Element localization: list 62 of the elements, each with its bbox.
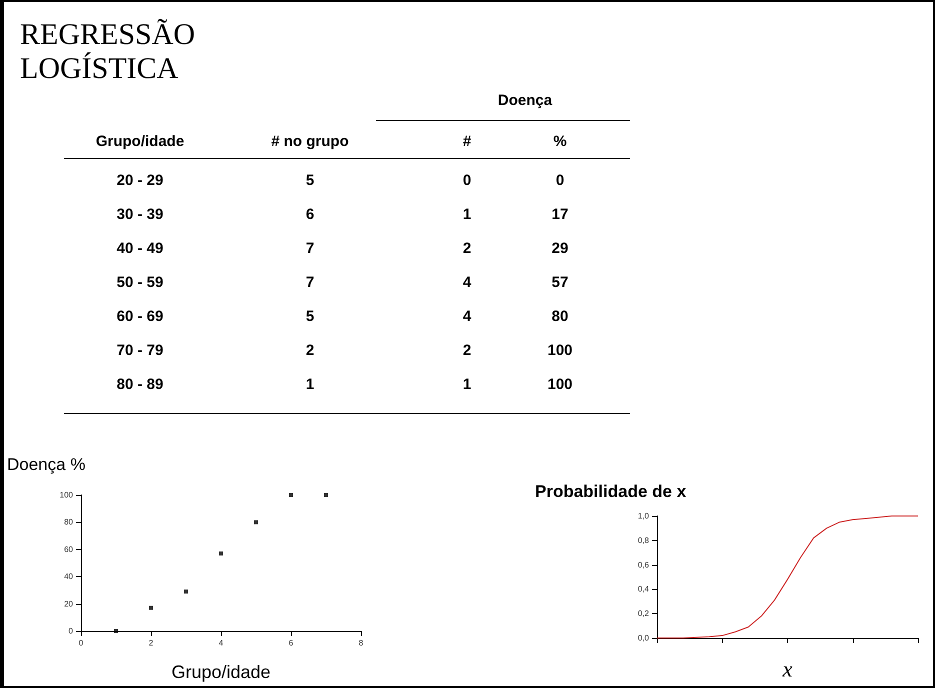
y-tick-label: 0,4	[638, 584, 650, 594]
y-tick-label: 100	[60, 490, 74, 500]
y-tick-label: 0,8	[638, 536, 650, 545]
text: #	[462, 133, 472, 150]
y-tick-label: 0,0	[638, 634, 650, 642]
text: 1	[306, 376, 314, 393]
point	[149, 606, 153, 610]
y-tick-label: 40	[64, 572, 74, 582]
y-tick-label: 0	[68, 626, 74, 636]
x-tick-label: 6	[288, 638, 294, 648]
text: 80	[552, 308, 568, 325]
text: 29	[552, 240, 568, 257]
x-tick-label: 0	[78, 638, 84, 648]
text: 4	[462, 308, 472, 325]
y-tick-label: 1,0	[638, 512, 650, 520]
text: 20 - 29	[116, 172, 164, 189]
text: 7	[306, 240, 314, 257]
text: 0	[556, 172, 564, 189]
text: 80 - 89	[116, 376, 164, 393]
point	[114, 629, 118, 633]
text: 2	[306, 342, 314, 359]
text: 6	[306, 206, 314, 223]
text: 7	[306, 274, 314, 291]
point	[324, 493, 328, 497]
text: Doença	[498, 92, 552, 109]
text: 2	[462, 342, 472, 359]
text: 1	[462, 206, 472, 223]
y-tick-label: 60	[64, 544, 74, 554]
text: 17	[552, 206, 568, 223]
text: 60 - 69	[116, 308, 164, 325]
text: 5	[306, 172, 314, 189]
text: %	[553, 133, 567, 150]
point	[184, 590, 188, 594]
text: # no grupo	[271, 133, 349, 150]
text: 100	[547, 342, 573, 359]
text: 5	[306, 308, 314, 325]
text: Grupo/idade	[96, 133, 184, 150]
x-tick-label: 2	[148, 638, 154, 648]
text: 70 - 79	[116, 342, 164, 359]
point	[219, 551, 223, 556]
text: REGRESSÃO LOGÍSTICA	[20, 18, 196, 86]
text: 40 - 49	[116, 240, 164, 257]
text: 50 - 59	[116, 274, 164, 291]
y-axis-title: Doença %	[7, 455, 86, 474]
text: 1	[462, 376, 472, 393]
x-axis-title: Grupo/idade	[171, 662, 271, 682]
point	[254, 520, 258, 524]
x-tick-label: 8	[358, 638, 364, 648]
y-tick-label: 20	[64, 599, 74, 608]
text: 4	[462, 274, 472, 291]
point	[289, 493, 293, 497]
y-tick-label: 80	[64, 518, 74, 527]
y-tick-label: 0,2	[638, 609, 650, 618]
text: 100	[547, 376, 573, 393]
x-axis-title: x	[782, 656, 793, 682]
x-tick-label: 4	[218, 638, 224, 648]
text: 0	[462, 172, 472, 189]
text: 57	[552, 274, 568, 291]
text: 30 - 39	[116, 206, 164, 223]
text: 2	[462, 240, 472, 257]
y-axis-title: Probabilidade de x	[535, 482, 687, 501]
y-tick-label: 0,6	[638, 560, 650, 570]
